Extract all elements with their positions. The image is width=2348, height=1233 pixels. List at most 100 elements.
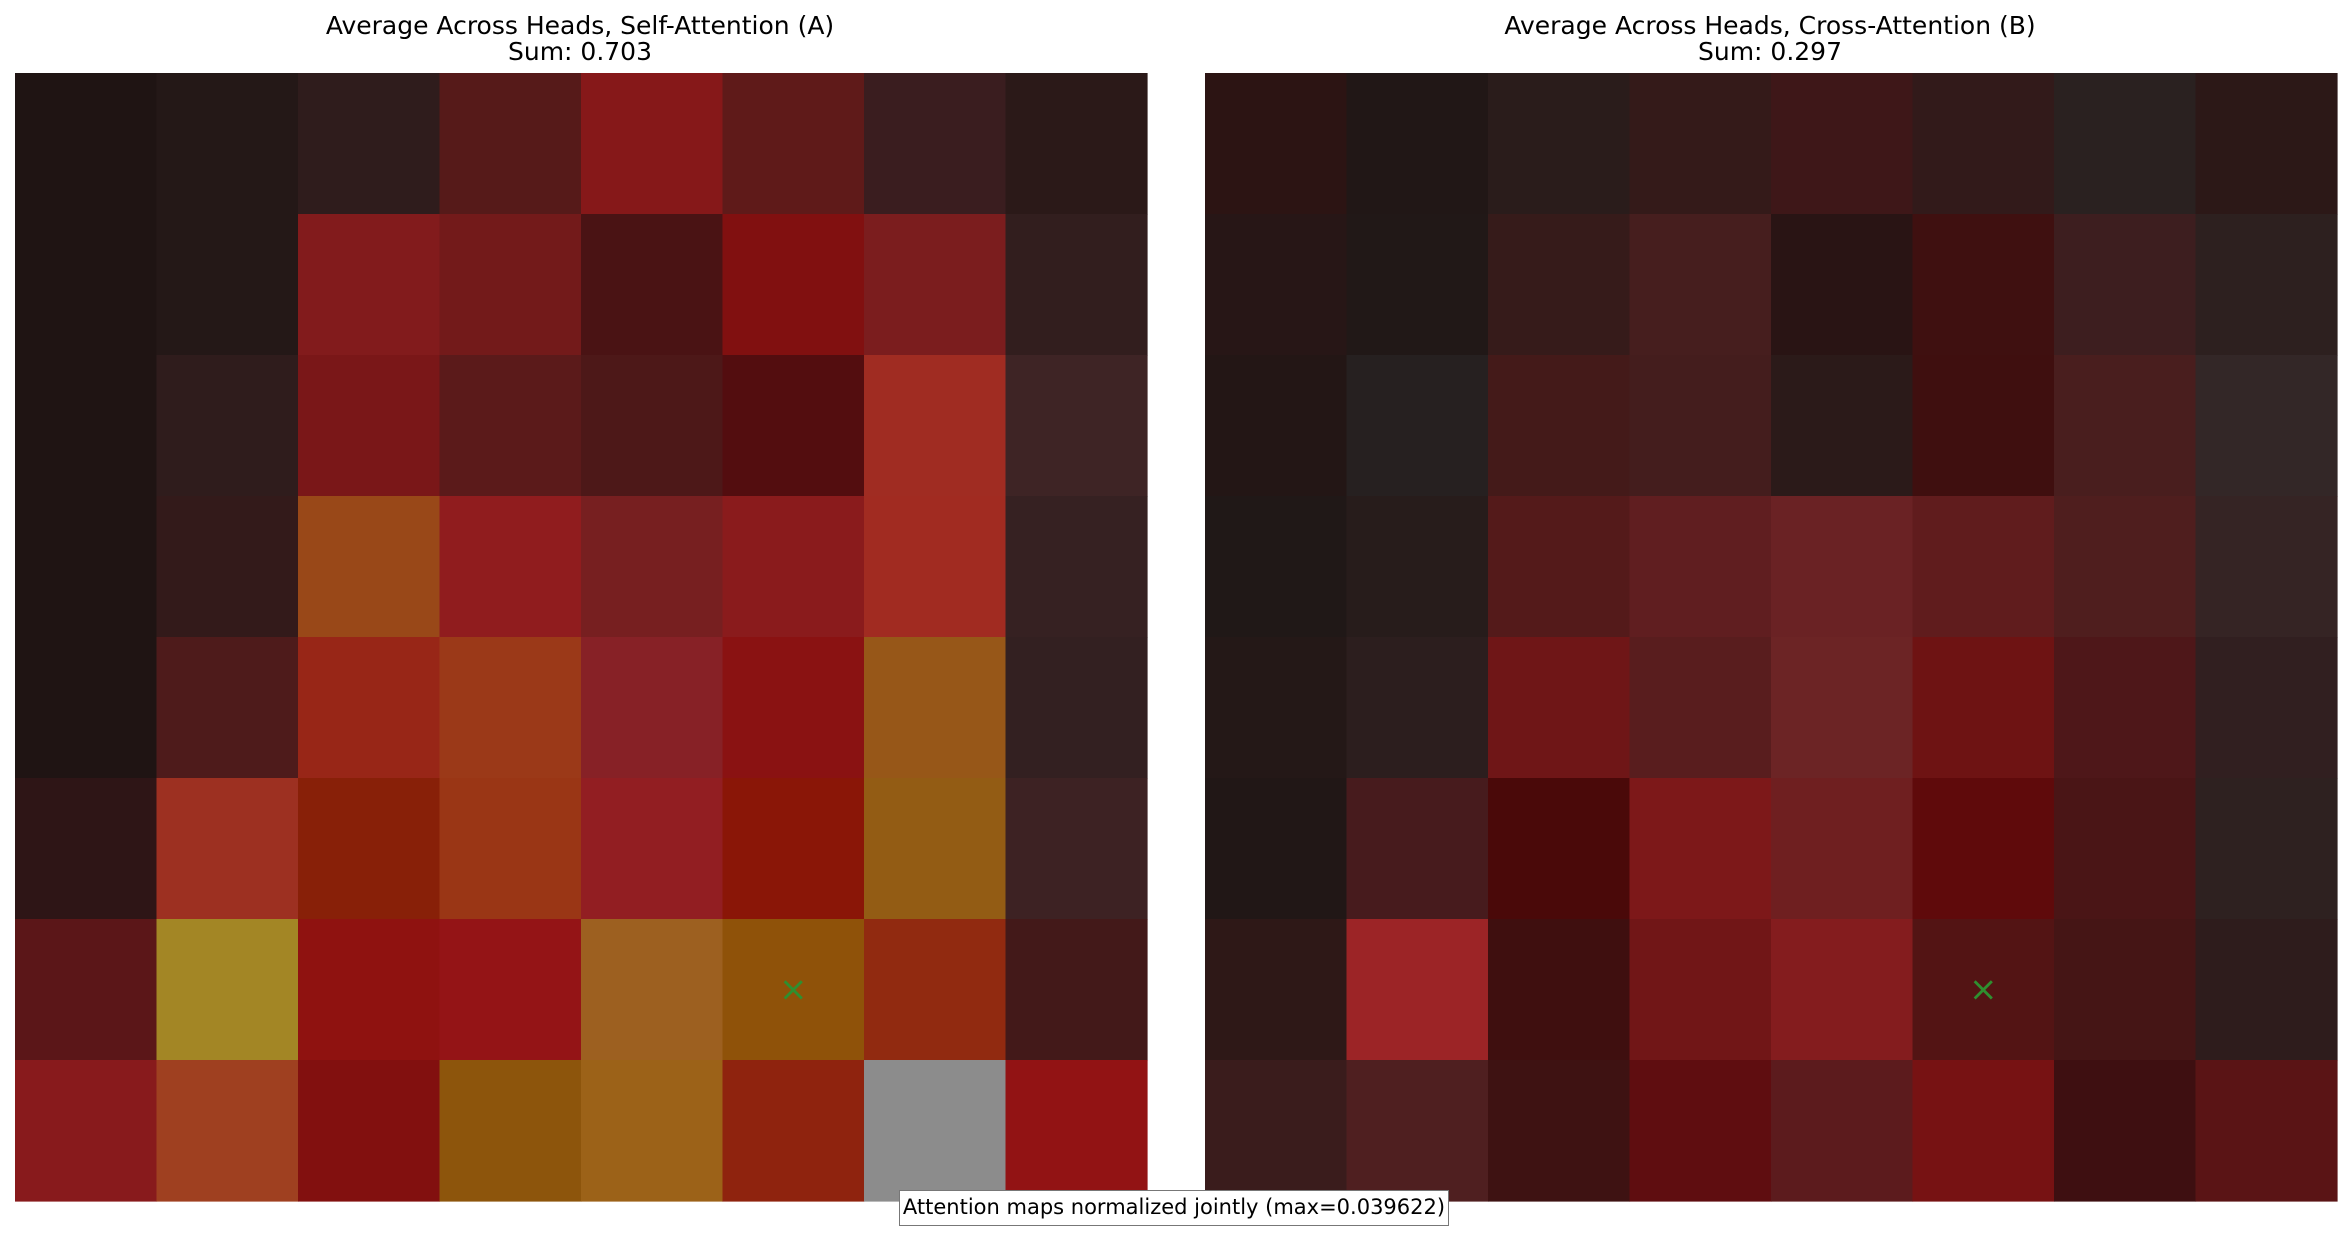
heatmap-cell-r6-c0 <box>15 919 158 1061</box>
heatmap-cell-r1-c6 <box>864 214 1007 356</box>
heatmap-cell-r0-c5 <box>1912 73 2055 215</box>
heatmap-cell-r0-c0 <box>1205 73 1348 215</box>
heatmap-cell-r6-c2 <box>298 919 441 1061</box>
heatmap-cell-r4-c1 <box>156 637 299 779</box>
heatmap-cell-r4-c5 <box>1912 637 2055 779</box>
heatmap-cell-r4-c0 <box>15 637 158 779</box>
heatmap-cell-r3-c6 <box>864 496 1007 638</box>
heatmap-cell-r5-c4 <box>1771 778 1914 920</box>
heatmap-cell-r6-c3 <box>1629 919 1772 1061</box>
heatmap-cell-r2-c2 <box>1488 355 1631 497</box>
heatmap-cell-r6-c4 <box>1771 919 1914 1061</box>
heatmap-cell-r1-c3 <box>1629 214 1772 356</box>
heatmap-cell-r0-c4 <box>1771 73 1914 215</box>
heatmap-cell-r7-c6 <box>864 1060 1007 1202</box>
heatmap-cell-r1-c2 <box>1488 214 1631 356</box>
heatmap-cell-r3-c3 <box>439 496 582 638</box>
heatmap-cell-r2-c7 <box>1005 355 1148 497</box>
heatmap-cell-r6-c2 <box>1488 919 1631 1061</box>
heatmap-cell-r1-c5 <box>722 214 865 356</box>
heatmap-cell-r6-c6 <box>2054 919 2197 1061</box>
heatmap-cell-r7-c5 <box>722 1060 865 1202</box>
heatmap-cell-r4-c3 <box>439 637 582 779</box>
heatmap-cell-r5-c6 <box>864 778 1007 920</box>
heatmap-cell-r2-c6 <box>2054 355 2197 497</box>
heatmap-cell-r1-c3 <box>439 214 582 356</box>
heatmap-cell-r6-c1 <box>156 919 299 1061</box>
heatmap-cell-r3-c0 <box>15 496 158 638</box>
heatmap-cell-r7-c3 <box>439 1060 582 1202</box>
heatmap-cell-r7-c5 <box>1912 1060 2055 1202</box>
heatmap-cell-r7-c7 <box>1005 1060 1148 1202</box>
heatmap-cell-r3-c1 <box>156 496 299 638</box>
heatmap-cell-r2-c5 <box>722 355 865 497</box>
heatmap-cell-r0-c0 <box>15 73 158 215</box>
heatmap-cell-r2-c2 <box>298 355 441 497</box>
heatmap-cell-r4-c4 <box>1771 637 1914 779</box>
heatmap-cell-r2-c3 <box>439 355 582 497</box>
heatmap-cell-r0-c7 <box>1005 73 1148 215</box>
heatmap-cell-r4-c0 <box>1205 637 1348 779</box>
cross-attention-sum: Sum: 0.297 <box>1697 37 1842 66</box>
heatmap-cell-r6-c7 <box>2195 919 2338 1061</box>
heatmap-cell-r2-c1 <box>1346 355 1489 497</box>
heatmap-cell-r5-c5 <box>1912 778 2055 920</box>
heatmap-cell-r0-c3 <box>1629 73 1772 215</box>
heatmap-cell-r7-c4 <box>1771 1060 1914 1202</box>
heatmap-cell-r0-c1 <box>1346 73 1489 215</box>
heatmap-cell-r0-c2 <box>1488 73 1631 215</box>
heatmap-cell-r5-c2 <box>1488 778 1631 920</box>
heatmap-cell-r1-c4 <box>1771 214 1914 356</box>
heatmap-cell-r3-c0 <box>1205 496 1348 638</box>
heatmap-cell-r3-c7 <box>1005 496 1148 638</box>
self-attention-sum: Sum: 0.703 <box>507 37 652 66</box>
heatmap-cell-r6-c5 <box>722 919 865 1061</box>
heatmap-cell-r0-c3 <box>439 73 582 215</box>
heatmap-cell-r1-c4 <box>581 214 724 356</box>
heatmap-cell-r1-c0 <box>15 214 158 356</box>
heatmap-cell-r0-c6 <box>2054 73 2197 215</box>
heatmap-cell-r7-c2 <box>1488 1060 1631 1202</box>
heatmap-cell-r2-c0 <box>1205 355 1348 497</box>
heatmap-cell-r0-c2 <box>298 73 441 215</box>
heatmap-cell-r7-c1 <box>156 1060 299 1202</box>
heatmap-cell-r2-c5 <box>1912 355 2055 497</box>
heatmap-cell-r2-c4 <box>1771 355 1914 497</box>
heatmap-cell-r5-c7 <box>2195 778 2338 920</box>
heatmap-cell-r2-c1 <box>156 355 299 497</box>
heatmap-cell-r5-c7 <box>1005 778 1148 920</box>
heatmap-cell-r0-c1 <box>156 73 299 215</box>
query-marker: × <box>1969 970 1998 1010</box>
heatmap-cell-r6-c7 <box>1005 919 1148 1061</box>
heatmap-cell-r3-c3 <box>1629 496 1772 638</box>
heatmap-cell-r5-c0 <box>1205 778 1348 920</box>
heatmap-cell-r6-c6 <box>864 919 1007 1061</box>
heatmap-cell-r4-c4 <box>581 637 724 779</box>
heatmap-cell-r4-c6 <box>2054 637 2197 779</box>
heatmap-cell-r1-c7 <box>2195 214 2338 356</box>
heatmap-cell-r1-c0 <box>1205 214 1348 356</box>
heatmap-cell-r5-c3 <box>439 778 582 920</box>
heatmap-cell-r4-c2 <box>1488 637 1631 779</box>
heatmap-cell-r5-c1 <box>156 778 299 920</box>
heatmap-cell-r6-c4 <box>581 919 724 1061</box>
heatmap-cell-r4-c5 <box>722 637 865 779</box>
normalization-note: Attention maps normalized jointly (max=0… <box>899 1190 1449 1226</box>
heatmap-cell-r5-c6 <box>2054 778 2197 920</box>
heatmap-cell-r6-c5 <box>1912 919 2055 1061</box>
heatmap-cell-r5-c4 <box>581 778 724 920</box>
heatmap-cell-r6-c1 <box>1346 919 1489 1061</box>
heatmap-cell-r1-c1 <box>156 214 299 356</box>
heatmap-cell-r0-c7 <box>2195 73 2338 215</box>
heatmap-cell-r7-c2 <box>298 1060 441 1202</box>
heatmap-cell-r7-c1 <box>1346 1060 1489 1202</box>
heatmap-cell-r5-c0 <box>15 778 158 920</box>
heatmap-cell-r3-c2 <box>298 496 441 638</box>
heatmap-cell-r7-c7 <box>2195 1060 2338 1202</box>
heatmap-cell-r4-c7 <box>1005 637 1148 779</box>
heatmap-cell-r1-c2 <box>298 214 441 356</box>
cross-attention-heatmap: × <box>1205 73 2338 1202</box>
heatmap-cell-r3-c5 <box>1912 496 2055 638</box>
cross-attention-title: Average Across Heads, Cross-Attention (B… <box>1504 11 2036 40</box>
heatmap-cell-r2-c6 <box>864 355 1007 497</box>
